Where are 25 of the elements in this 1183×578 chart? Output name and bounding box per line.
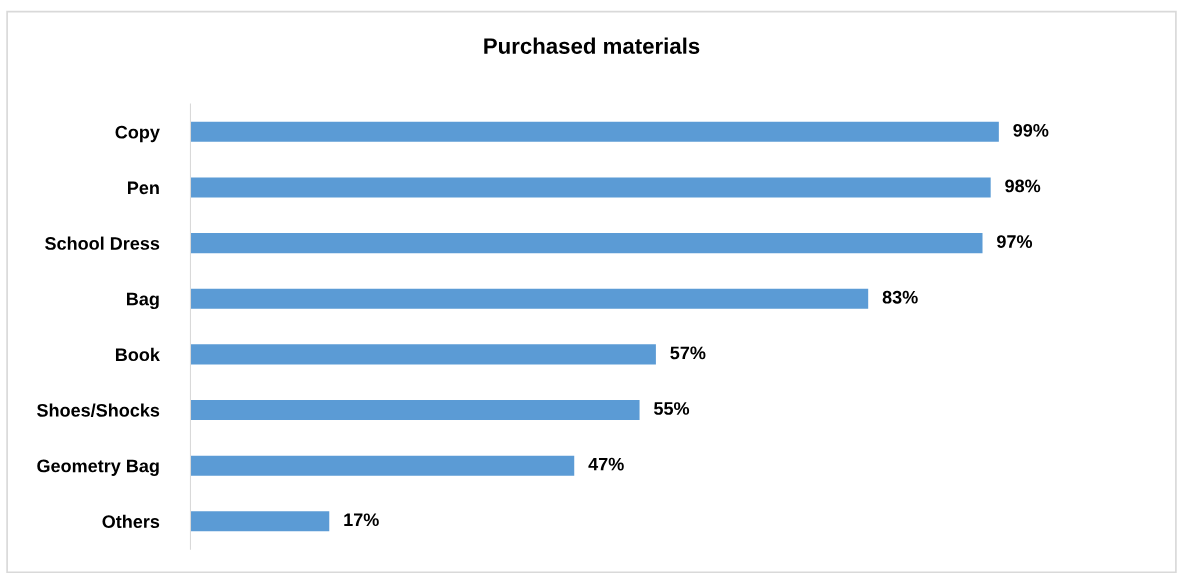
bar [190, 400, 640, 421]
data-label: 98% [1005, 179, 1041, 193]
data-label: 47% [588, 457, 624, 471]
y-tick-label: Book [115, 347, 160, 362]
y-tick-label: Bag [127, 292, 159, 310]
bar [190, 455, 575, 476]
data-label: 83% [882, 290, 918, 304]
data-label: 99% [1013, 123, 1049, 137]
bar [190, 344, 656, 365]
bar [190, 121, 999, 142]
y-tick-label: Copy [115, 125, 160, 143]
data-label: 55% [654, 402, 690, 415]
y-tick-label: Pen [128, 181, 159, 195]
y-tick-label: Others [102, 514, 160, 528]
bar [190, 177, 991, 198]
data-label: 17% [344, 513, 379, 527]
chart-title: Purchased materials [484, 37, 700, 54]
data-label: 57% [670, 346, 706, 360]
y-tick-label: Shoes/Shocks [37, 403, 160, 417]
bar [190, 233, 983, 254]
bar [190, 511, 330, 532]
bar [190, 288, 869, 309]
data-label: 97% [997, 235, 1033, 248]
y-tick-label: Geometry Bag [37, 459, 159, 476]
y-tick-label: School Dress [45, 236, 160, 250]
